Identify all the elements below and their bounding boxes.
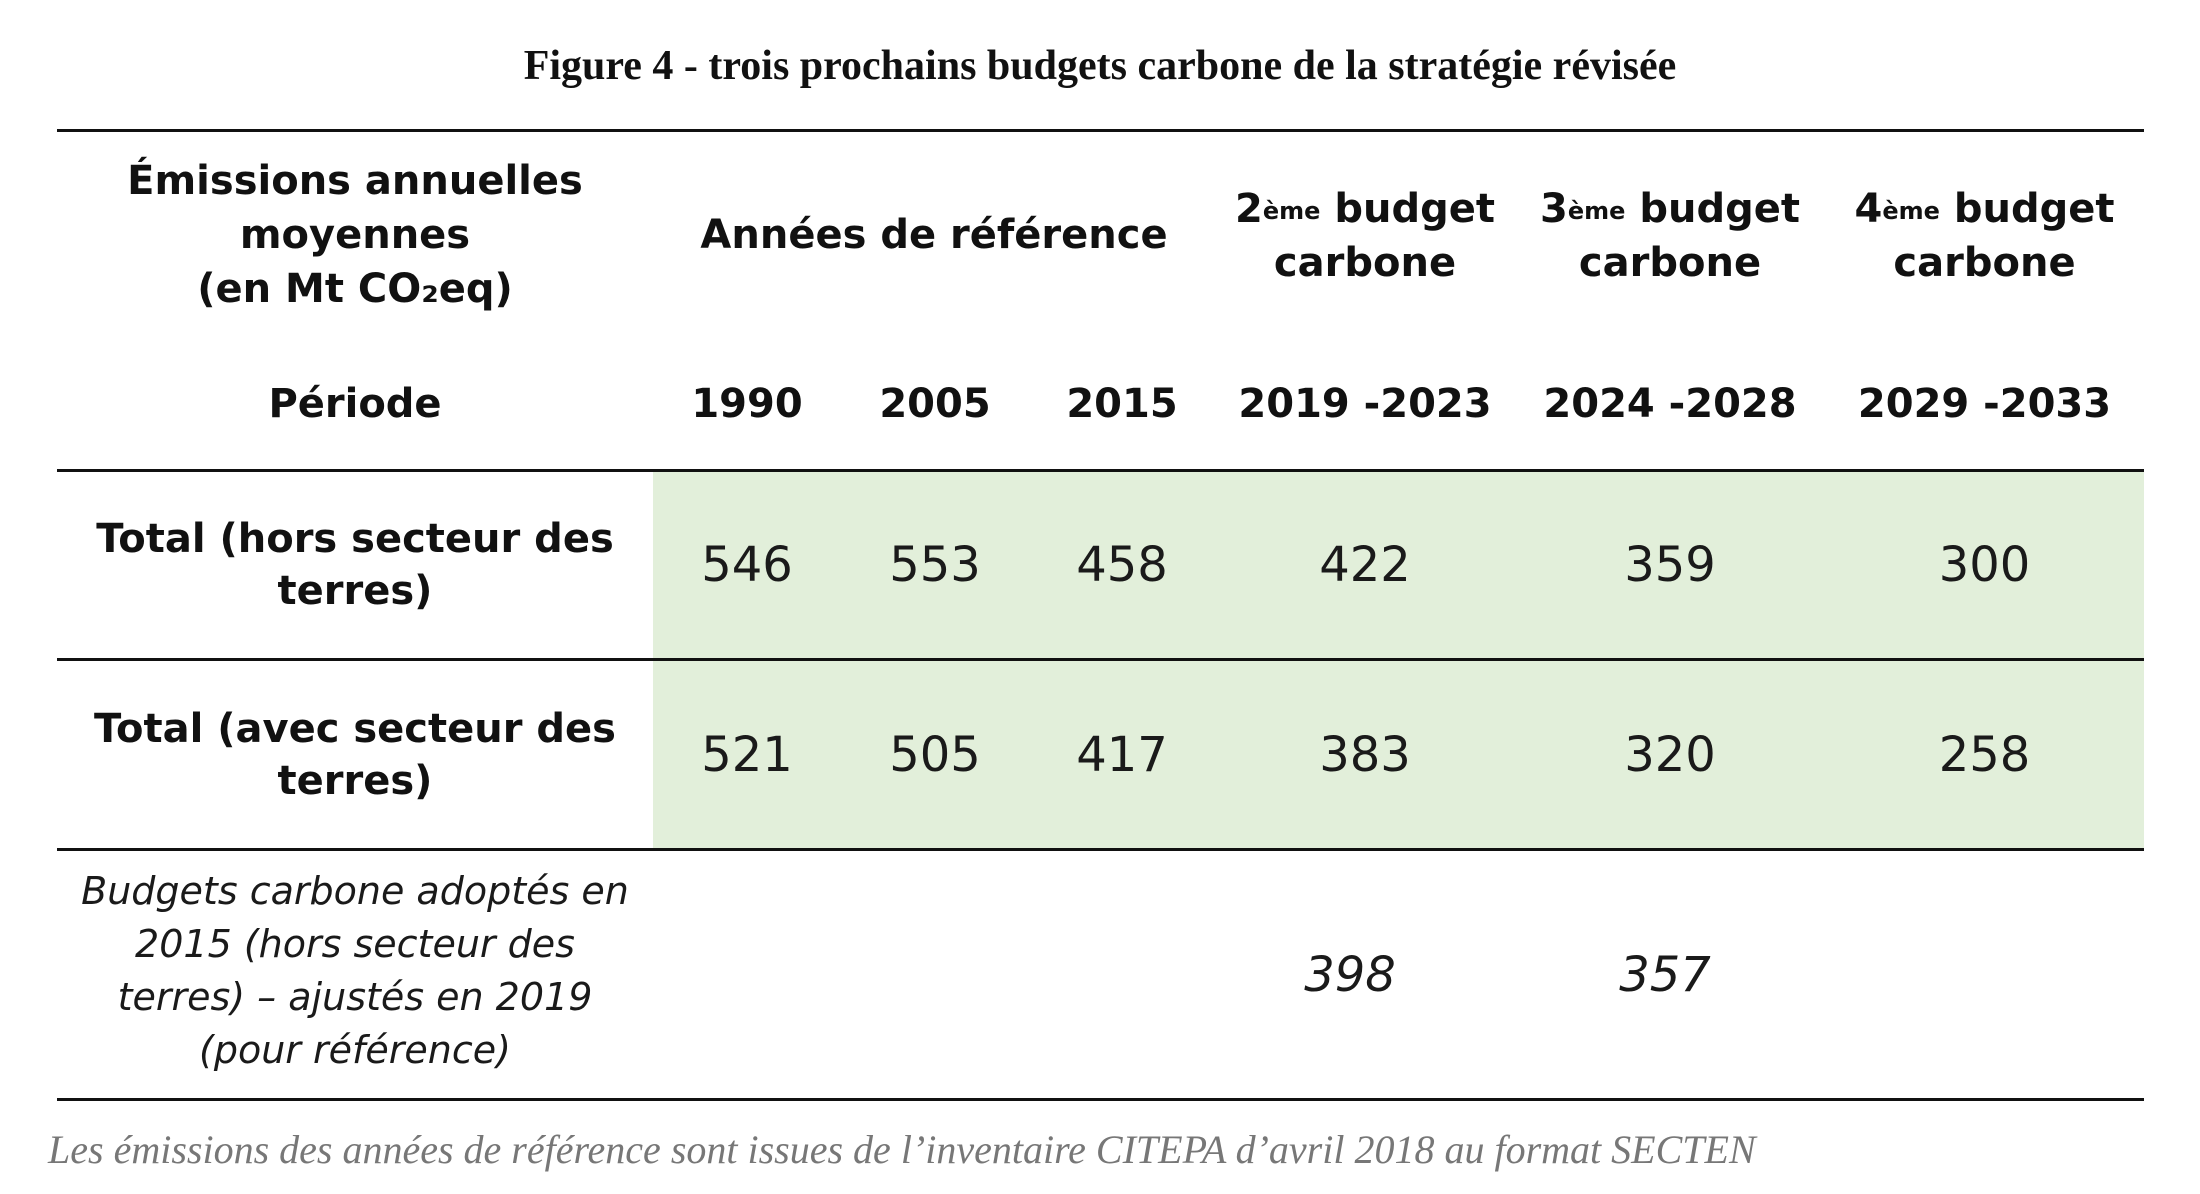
header-budget-4-word: budget (1953, 186, 2115, 232)
footnote: Les émissions des années de référence so… (48, 1127, 1756, 1172)
header-budget-4-line1: 4ème budget (1855, 182, 2115, 236)
row-avec-value-1990: 521 (701, 726, 793, 783)
header-emissions-line2: moyennes (239, 212, 471, 258)
header-budget-3: 3ème budget carbone (1515, 178, 1825, 294)
row-avec-value-budget4: 258 (1938, 726, 2031, 783)
header-budget-2: 2ème budget carbone (1215, 178, 1515, 294)
table-top-rule (57, 129, 2144, 132)
header-emissions-line1: Émissions annuelles (127, 158, 583, 204)
row-avec-value-budget2: 383 (1319, 726, 1411, 783)
row-hors-value-2005: 553 (889, 537, 981, 593)
header-periode-label: Période (268, 381, 442, 427)
header-period-2029-2033: 2029 -2033 (1857, 381, 2112, 427)
header-period-1990: 1990 (691, 381, 803, 427)
row-adopted-label-line1: Budgets carbone adoptés en (81, 869, 629, 913)
row-hors-highlight (653, 472, 2144, 658)
row-hors-value-budget2: 422 (1319, 537, 1411, 593)
figure-title: Figure 4 - trois prochains budgets carbo… (523, 43, 1677, 89)
header-reference-years: Années de référence (700, 212, 1168, 258)
header-budget-2-carbone: carbone (1273, 240, 1457, 286)
header-period-2019-2023: 2019 -2023 (1238, 381, 1492, 427)
row-avec-bottom-rule (57, 848, 2144, 851)
row-avec-label: Total (avec secteur des terres) (57, 661, 653, 848)
row-hors-value-budget4: 300 (1938, 537, 2031, 593)
header-budget-2-line1: 2ème budget (1235, 182, 1495, 236)
row-adopted-label: Budgets carbone adoptés en 2015 (hors se… (57, 856, 653, 1086)
row-avec-value-2015: 417 (1076, 726, 1168, 783)
row-hors-value-1990: 546 (701, 537, 793, 593)
row-adopted-label-line4: (pour référence) (199, 1028, 511, 1072)
table-bottom-rule (57, 1098, 2144, 1101)
header-budget-3-num: 3 (1540, 186, 1568, 232)
header-budget-3-carbone: carbone (1578, 240, 1762, 286)
row-hors-label: Total (hors secteur des terres) (57, 472, 653, 658)
header-budget-3-word: budget (1639, 186, 1800, 232)
header-budget-4-num: 4 (1854, 186, 1883, 232)
header-bottom-rule (57, 469, 2144, 472)
header-budget-2-num: 2 (1235, 186, 1263, 232)
row-hors-label-line2: terres) (277, 568, 433, 614)
header-emissions-label: Émissions annuelles moyennes (en Mt CO₂e… (57, 150, 653, 320)
header-budget-4: 4ème budget carbone (1825, 178, 2144, 294)
header-period-2005: 2005 (879, 381, 991, 427)
row-hors-value-2015: 458 (1076, 537, 1168, 593)
row-avec-value-2005: 505 (889, 726, 981, 783)
header-budget-3-line1: 3ème budget (1540, 182, 1800, 236)
row-adopted-label-line2: 2015 (hors secteur des (135, 922, 575, 966)
header-period-2015: 2015 (1066, 381, 1178, 427)
row-avec-value-budget3: 320 (1624, 726, 1716, 783)
row-avec-highlight (653, 661, 2144, 848)
row-adopted-value-budget3: 357 (1619, 947, 1711, 1003)
row-avec-label-line2: terres) (277, 757, 433, 804)
header-budget-4-carbone: carbone (1893, 240, 2076, 286)
row-adopted-label-line3: terres) – ajustés en 2019 (117, 975, 593, 1019)
row-hors-label-line1: Total (hors secteur des (96, 516, 614, 562)
row-adopted-value-budget2: 398 (1304, 947, 1396, 1003)
header-budget-4-sup: ème (1882, 197, 1940, 225)
header-budget-3-sup: ème (1567, 197, 1626, 225)
row-avec-label-line1: Total (avec secteur des (94, 705, 616, 752)
header-budget-2-word: budget (1334, 186, 1495, 232)
header-budget-2-sup: ème (1262, 197, 1321, 225)
row-hors-value-budget3: 359 (1624, 537, 1716, 593)
row-separator-rule (57, 658, 2144, 661)
header-emissions-line3: (en Mt CO₂eq) (197, 266, 513, 312)
header-period-2024-2028: 2024 -2028 (1543, 381, 1797, 427)
